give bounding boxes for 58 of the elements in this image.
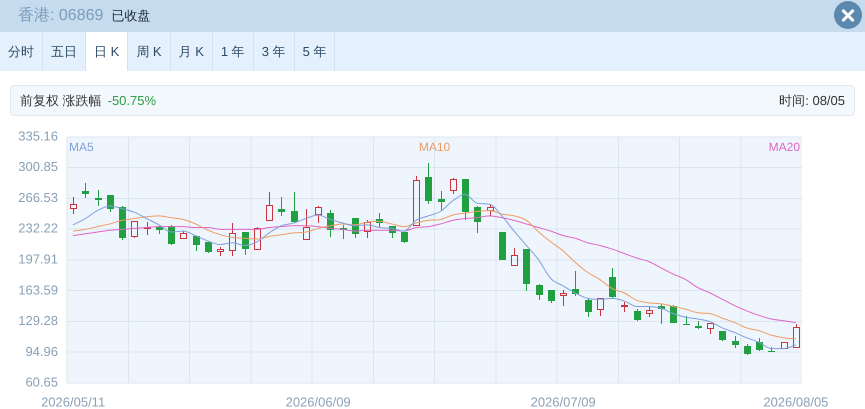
- x-tick-label: 2026/05/11: [41, 394, 106, 409]
- text: 五日: [43, 32, 86, 71]
- candlestick: [425, 162, 432, 204]
- candlestick: [70, 196, 77, 214]
- text: 已收盘: [111, 8, 150, 23]
- text: 前复权 涨跌幅: [20, 93, 102, 108]
- candlestick: [585, 298, 592, 318]
- y-tick-label: 335.16: [18, 128, 58, 144]
- x-tick-label: 2026/06/09: [286, 394, 351, 409]
- candlestick: [205, 242, 212, 254]
- candlestick: [95, 190, 102, 206]
- text: MA20: [768, 140, 800, 154]
- y-tick-label: 197.91: [18, 251, 58, 266]
- y-tick-label: 129.28: [18, 313, 58, 328]
- y-tick-label: 266.53: [18, 190, 58, 205]
- x-tick-label: 2026/07/09: [530, 394, 596, 409]
- text: 3 年: [254, 32, 295, 71]
- candlestick: [291, 192, 298, 224]
- candlestick: [266, 192, 273, 221]
- y-tick-label: 300.85: [18, 159, 58, 174]
- text: 周 K: [128, 32, 171, 71]
- candlestick: [401, 232, 408, 244]
- candlestick: [144, 222, 151, 236]
- candlestick: [193, 236, 200, 252]
- candlestick: [732, 336, 739, 348]
- x-tick-label: 2026/08/05: [763, 394, 828, 409]
- text: MA10: [418, 140, 450, 154]
- y-tick-label: 60.65: [25, 374, 58, 390]
- candlestick: [107, 195, 114, 212]
- candlestick: [744, 344, 751, 356]
- candlestick: [278, 196, 285, 216]
- text: -50.75%: [108, 93, 156, 108]
- y-tick-label: 94.96: [25, 344, 58, 359]
- candlestick: [523, 249, 530, 292]
- candlestick: [303, 208, 310, 240]
- text: 月 K: [170, 32, 213, 71]
- text: 分时: [0, 32, 43, 71]
- candlestick: [719, 331, 726, 342]
- text: 时间: 08/05: [779, 92, 845, 110]
- text: 5 年: [294, 32, 336, 71]
- text: 日 K: [86, 32, 128, 71]
- candlestick: [560, 290, 567, 306]
- candlestick: [756, 338, 763, 352]
- candlestick: [82, 182, 89, 198]
- candlestick: [548, 290, 555, 304]
- candlestick: [609, 268, 616, 298]
- candlestick: [438, 190, 445, 212]
- y-tick-label: 163.59: [18, 282, 58, 298]
- candlestick: [536, 284, 543, 300]
- text: MA5: [69, 140, 94, 154]
- chart-subtitle: 香港: 06869: [18, 7, 104, 24]
- candlestick: [695, 320, 702, 330]
- candlestick: [634, 308, 641, 322]
- candlestick: [315, 206, 322, 224]
- candlestick: [254, 226, 261, 250]
- text: 1 年: [212, 32, 254, 71]
- candlestick: [229, 222, 236, 256]
- y-tick-label: 232.22: [18, 220, 58, 236]
